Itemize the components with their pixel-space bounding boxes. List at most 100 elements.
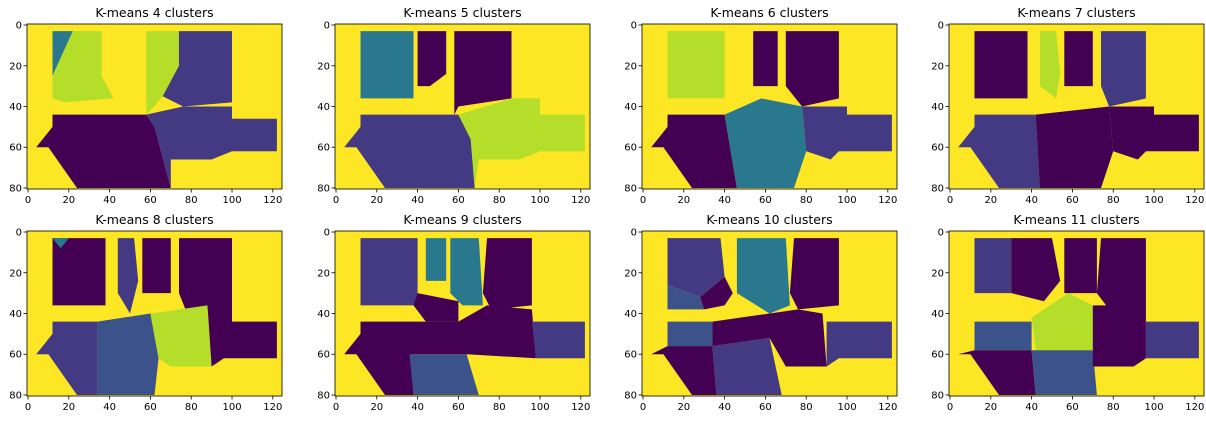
cluster-region-dark (413, 293, 459, 322)
cluster-region-dark (1092, 305, 1146, 367)
x-tick-label: 60 (452, 402, 465, 413)
cluster-region-dark (789, 238, 839, 310)
cluster-region-dark (712, 309, 827, 367)
y-tick-label: 0 (631, 228, 637, 239)
panel-title: K-means 10 clusters (706, 212, 832, 227)
x-tick-label: 40 (1025, 402, 1038, 413)
y-tick-label: 0 (324, 21, 330, 32)
x-tick-label: 100 (837, 402, 856, 413)
cluster-region-blue (974, 321, 1032, 351)
y-tick-label: 40 (931, 102, 944, 113)
panel-title: K-means 7 clusters (1017, 5, 1135, 20)
panel-5: K-means 8 clusters 0 20 40 60 80 100 120 0 20 40 60… (9, 212, 283, 413)
cluster-region-lime (1031, 293, 1093, 351)
panel-title: K-means 4 clusters (95, 5, 213, 20)
panel-2: K-means 5 clusters 0 20 40 60 80 100 120 0 20 40 60… (317, 5, 591, 206)
x-tick-label: 120 (878, 195, 897, 206)
x-tick-label: 60 (759, 402, 772, 413)
cluster-region-dark (36, 114, 171, 188)
cluster-region-lime (667, 31, 725, 99)
cluster-region-dark (482, 238, 532, 310)
cluster-region-dark (344, 321, 414, 395)
y-tick-label: 0 (16, 21, 22, 32)
cluster-region-teal (450, 238, 483, 306)
y-tick-label: 60 (624, 143, 637, 154)
x-tick-label: 0 (640, 402, 646, 413)
heatmap-image (949, 231, 1204, 396)
x-tick-label: 20 (677, 402, 690, 413)
x-tick-label: 80 (185, 195, 198, 206)
cluster-region-dark (700, 276, 733, 310)
cluster-region-dark (1064, 238, 1097, 294)
x-tick-label: 100 (222, 195, 241, 206)
cluster-region-indigo (146, 106, 277, 188)
panel-1: K-means 4 clusters 0 20 40 60 80 100 120 0 20 40 60… (9, 5, 283, 206)
panel-title: K-means 5 clusters (403, 5, 521, 20)
x-tick-label: 40 (718, 195, 731, 206)
x-tick-label: 20 (62, 195, 75, 206)
cluster-region-indigo (826, 321, 892, 367)
y-tick-label: 60 (931, 350, 944, 361)
x-tick-label: 0 (25, 402, 31, 413)
x-tick-label: 120 (878, 402, 897, 413)
x-tick-label: 20 (984, 402, 997, 413)
heatmap-image (335, 24, 590, 189)
x-tick-label: 60 (1066, 195, 1079, 206)
cluster-region-dark (1064, 31, 1093, 87)
x-tick-label: 100 (837, 195, 856, 206)
x-tick-label: 120 (571, 195, 590, 206)
cluster-region-indigo (1101, 31, 1146, 107)
panel-8: K-means 11 clusters 0 20 40 60 80 100 120 0 20 40 6… (931, 212, 1205, 413)
x-tick-label: 40 (411, 402, 424, 413)
y-tick-label: 80 (317, 183, 330, 194)
panel-6: K-means 9 clusters 0 20 40 60 80 100 120 0 20 40 60… (317, 212, 591, 413)
cluster-region-lime (150, 305, 212, 367)
y-tick-label: 20 (931, 268, 944, 279)
y-tick-label: 40 (317, 309, 330, 320)
cluster-region-indigo (117, 238, 139, 314)
y-tick-label: 60 (317, 143, 330, 154)
x-tick-label: 120 (1185, 402, 1204, 413)
heatmap-image (27, 24, 282, 189)
x-tick-label: 100 (1144, 195, 1163, 206)
y-tick-label: 60 (9, 350, 22, 361)
cluster-region-blue (667, 285, 705, 310)
cluster-region-dark (1011, 238, 1061, 302)
cluster-region-teal (360, 31, 414, 99)
y-tick-label: 0 (938, 21, 944, 32)
cluster-region-indigo (958, 114, 1040, 188)
panel-title: K-means 6 clusters (710, 5, 828, 20)
x-tick-label: 60 (759, 195, 772, 206)
y-tick-label: 0 (324, 228, 330, 239)
panel-3: K-means 6 clusters 0 20 40 60 80 100 120 0 20 40 60… (624, 5, 898, 206)
y-tick-label: 80 (624, 183, 637, 194)
x-tick-label: 40 (1025, 195, 1038, 206)
y-tick-label: 40 (624, 309, 637, 320)
cluster-region-indigo (1145, 321, 1199, 359)
cluster-region-lime (52, 31, 114, 103)
y-tick-label: 80 (317, 390, 330, 401)
cluster-region-dark (52, 238, 106, 306)
cluster-region-indigo (802, 106, 892, 160)
x-tick-label: 0 (25, 195, 31, 206)
x-tick-label: 20 (677, 195, 690, 206)
heatmap-image (642, 24, 897, 189)
x-tick-label: 120 (263, 402, 282, 413)
y-tick-label: 40 (624, 102, 637, 113)
x-tick-label: 100 (1144, 402, 1163, 413)
cluster-region-dark (651, 346, 717, 395)
x-tick-label: 0 (333, 402, 339, 413)
y-tick-label: 0 (631, 21, 637, 32)
x-tick-label: 20 (984, 195, 997, 206)
cluster-region-dark (142, 238, 171, 294)
cluster-region-indigo (712, 337, 782, 395)
cluster-region-teal (724, 98, 807, 188)
cluster-region-teal (425, 238, 447, 281)
y-tick-label: 60 (9, 143, 22, 154)
x-tick-label: 120 (571, 402, 590, 413)
cluster-region-dark (1109, 106, 1199, 160)
y-tick-label: 20 (9, 268, 22, 279)
y-tick-label: 40 (317, 102, 330, 113)
cluster-region-dark (417, 31, 447, 87)
cluster-region-dark (207, 305, 277, 367)
